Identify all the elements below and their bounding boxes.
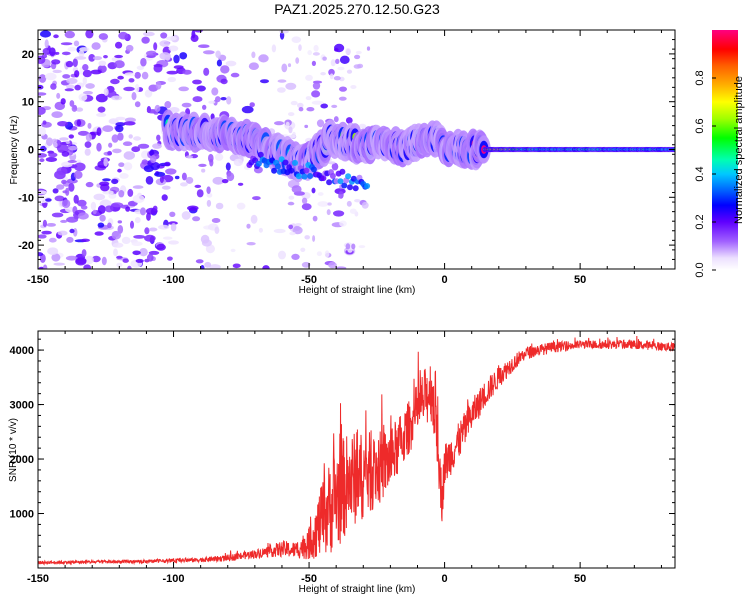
snr-y-tick-labels: 1000 2000 3000 4000 — [10, 345, 34, 520]
y-tick-label: -10 — [18, 192, 34, 204]
y-tick-label: 10 — [22, 97, 34, 109]
spectrogram-x-tick-labels: -150 -100 -50 0 50 — [27, 274, 586, 286]
y-tick-label: 4000 — [10, 345, 34, 357]
x-tick-label: 50 — [574, 274, 586, 286]
colorbar-ticks: 0.0 0.2 0.4 0.6 0.8 — [694, 70, 716, 278]
snr-series-line — [38, 335, 675, 566]
spectrogram-heatmap — [38, 30, 675, 269]
y-tick-label: -20 — [18, 240, 34, 252]
spectrogram-x-label: Height of straight line (km) — [299, 285, 416, 296]
colorbar-label: Normalized spectral amplitude — [733, 76, 745, 224]
snr-x-tick-labels: -150 -100 -50 0 50 — [27, 573, 586, 585]
colorbar-tick-label: 0.6 — [694, 118, 706, 133]
colorbar-gradient — [712, 30, 738, 270]
spectrogram-y-tick-labels: -20 -10 0 10 20 — [18, 49, 34, 252]
colorbar-tick-label: 0.2 — [694, 214, 706, 229]
colorbar-tick-label: 0.8 — [694, 70, 706, 85]
x-tick-label: 0 — [442, 274, 448, 286]
snr-frame — [37, 330, 676, 569]
spectrogram-ticks — [37, 29, 675, 270]
snr-x-label: Height of straight line (km) — [299, 584, 416, 595]
x-tick-label: -100 — [163, 573, 185, 585]
colorbar-tick-label: 0.4 — [694, 166, 706, 181]
y-tick-label: 0 — [28, 145, 34, 157]
x-tick-label: -150 — [27, 274, 49, 286]
x-tick-label: -100 — [163, 274, 185, 286]
x-tick-label: 0 — [442, 573, 448, 585]
chart-title: PAZ1.2025.270.12.50.G23 — [274, 1, 440, 17]
x-tick-label: -150 — [27, 573, 49, 585]
x-tick-label: -50 — [301, 573, 317, 585]
y-tick-label: 1000 — [10, 509, 34, 521]
colorbar: 0.0 0.2 0.4 0.6 0.8 Normalized spectral ampl… — [694, 30, 745, 278]
x-tick-label: 50 — [574, 573, 586, 585]
y-tick-label: 2000 — [10, 454, 34, 466]
spectrogram-y-label: Frequency (Hz) — [9, 116, 20, 185]
colorbar-tick-label: 0.0 — [694, 262, 706, 277]
snr-panel: -150 -100 -50 0 50 1000 2000 3000 4000 Height o… — [8, 330, 676, 595]
y-tick-label: 3000 — [10, 400, 34, 412]
snr-y-label: SNR (10 * v/v) — [8, 418, 19, 482]
x-tick-label: -50 — [301, 274, 317, 286]
snr-ticks — [37, 331, 675, 568]
y-tick-label: 20 — [22, 49, 34, 61]
